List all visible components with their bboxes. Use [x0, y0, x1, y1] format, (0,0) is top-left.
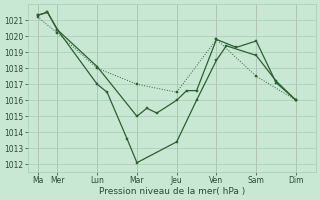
X-axis label: Pression niveau de la mer( hPa ): Pression niveau de la mer( hPa ): [99, 187, 245, 196]
